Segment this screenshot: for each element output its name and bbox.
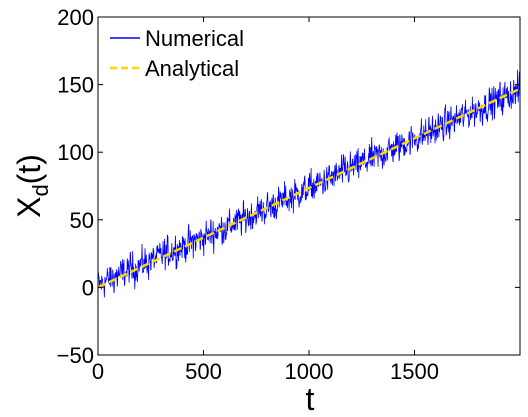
x-axis-title: t <box>306 381 315 417</box>
y-tick-label: 0 <box>82 275 94 300</box>
x-tick-label: 1000 <box>285 359 334 384</box>
x-tick-label: 500 <box>185 359 222 384</box>
legend-label-analytical: Analytical <box>145 56 239 81</box>
x-tick-label: 1500 <box>390 359 439 384</box>
y-tick-label: −50 <box>57 343 94 368</box>
y-axis-title: Xd(t) <box>11 154 53 218</box>
y-axis-title-suffix: (t) <box>11 154 47 184</box>
legend-label-numerical: Numerical <box>145 26 244 51</box>
y-tick-label: 150 <box>57 73 94 98</box>
series-line-analytical <box>98 87 520 289</box>
y-tick-label: 200 <box>57 5 94 30</box>
x-tick-label: 0 <box>92 359 104 384</box>
series-line-numerical <box>98 69 520 298</box>
y-axis-title-sub: d <box>28 184 53 196</box>
y-axis-title-main: X <box>11 197 47 218</box>
y-tick-label: 100 <box>57 140 94 165</box>
series-layer <box>98 69 520 298</box>
legend: Numerical Analytical <box>110 26 244 81</box>
y-tick-label: 50 <box>70 208 94 233</box>
